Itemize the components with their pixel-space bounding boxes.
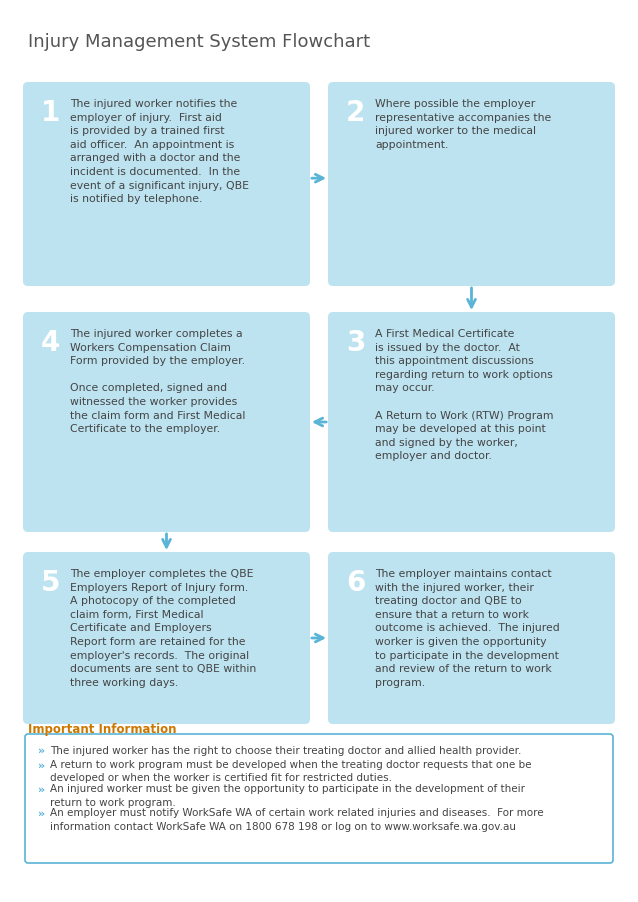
FancyBboxPatch shape bbox=[23, 83, 310, 287]
Text: 5: 5 bbox=[41, 568, 61, 596]
FancyBboxPatch shape bbox=[23, 313, 310, 532]
FancyBboxPatch shape bbox=[23, 552, 310, 724]
Text: A return to work program must be developed when the treating doctor requests tha: A return to work program must be develop… bbox=[50, 759, 531, 783]
Text: »: » bbox=[38, 759, 45, 769]
Text: »: » bbox=[38, 784, 45, 794]
Text: 1: 1 bbox=[41, 99, 60, 127]
Text: »: » bbox=[38, 745, 45, 755]
Text: A First Medical Certificate
is issued by the doctor.  At
this appointment discus: A First Medical Certificate is issued by… bbox=[375, 328, 554, 461]
Text: The injured worker notifies the
employer of injury.  First aid
is provided by a : The injured worker notifies the employer… bbox=[70, 99, 249, 204]
Text: The employer maintains contact
with the injured worker, their
treating doctor an: The employer maintains contact with the … bbox=[375, 568, 560, 687]
Text: 4: 4 bbox=[41, 328, 61, 356]
Text: Where possible the employer
representative accompanies the
injured worker to the: Where possible the employer representati… bbox=[375, 99, 551, 150]
Text: An injured worker must be given the opportunity to participate in the developmen: An injured worker must be given the oppo… bbox=[50, 784, 525, 806]
FancyBboxPatch shape bbox=[328, 83, 615, 287]
FancyBboxPatch shape bbox=[328, 313, 615, 532]
Text: Injury Management System Flowchart: Injury Management System Flowchart bbox=[28, 33, 370, 51]
Text: 2: 2 bbox=[346, 99, 366, 127]
FancyBboxPatch shape bbox=[25, 734, 613, 863]
Text: 6: 6 bbox=[346, 568, 366, 596]
Text: The injured worker completes a
Workers Compensation Claim
Form provided by the e: The injured worker completes a Workers C… bbox=[70, 328, 246, 434]
Text: Important Information: Important Information bbox=[28, 723, 177, 735]
Text: 3: 3 bbox=[346, 328, 366, 356]
Text: The employer completes the QBE
Employers Report of Injury form.
A photocopy of t: The employer completes the QBE Employers… bbox=[70, 568, 256, 687]
Text: The injured worker has the right to choose their treating doctor and allied heal: The injured worker has the right to choo… bbox=[50, 745, 521, 755]
Text: An employer must notify WorkSafe WA of certain work related injuries and disease: An employer must notify WorkSafe WA of c… bbox=[50, 807, 544, 831]
Text: »: » bbox=[38, 807, 45, 817]
FancyBboxPatch shape bbox=[328, 552, 615, 724]
